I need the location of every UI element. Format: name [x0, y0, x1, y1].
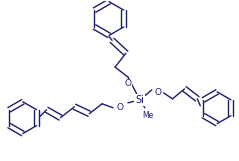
Text: O: O	[125, 80, 131, 89]
Text: Si: Si	[135, 95, 144, 105]
Text: O: O	[154, 88, 161, 97]
Text: O: O	[116, 103, 124, 112]
Text: Me: Me	[142, 111, 153, 120]
